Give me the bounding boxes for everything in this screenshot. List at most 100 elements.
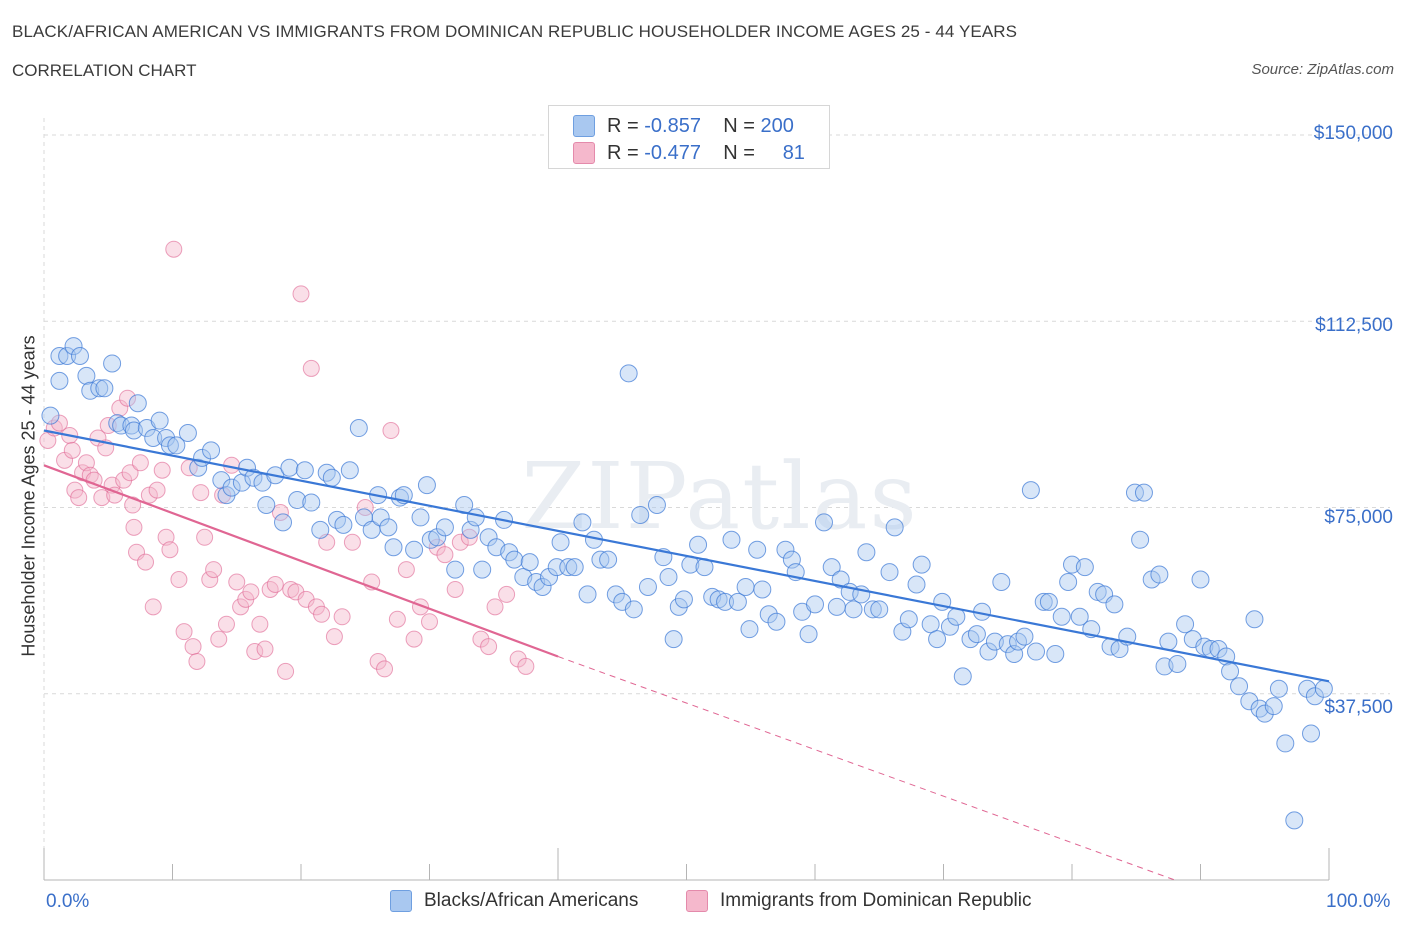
black-point [128, 394, 147, 413]
dominican-point [376, 660, 394, 678]
black-point [1070, 607, 1089, 626]
series-dominican-points [39, 240, 535, 680]
legend-swatch-pink [573, 142, 595, 164]
black-point [280, 458, 299, 477]
black-point [50, 347, 69, 366]
axes [43, 848, 1330, 881]
n-label: N = [723, 114, 755, 137]
r-label: R = [607, 114, 639, 137]
black-point [103, 354, 122, 373]
black-point [1191, 570, 1210, 589]
black-point [689, 535, 708, 554]
black-point [998, 635, 1017, 654]
black-point [831, 570, 850, 589]
legend-row-blacks: R = -0.857 N = 200 [573, 114, 794, 138]
black-point [1021, 481, 1040, 500]
trend-lines [43, 429, 1330, 881]
dominican-point [397, 561, 415, 579]
black-point [857, 543, 876, 562]
black-point [967, 625, 986, 644]
dominican-point [277, 662, 295, 680]
dominican-point [148, 481, 166, 499]
dominican-point [421, 613, 438, 631]
y-tick-label-150000: $150,000 [1313, 123, 1393, 144]
dominican-point [251, 615, 269, 633]
dominican-point [325, 628, 343, 646]
black-point [1027, 642, 1046, 661]
black-point [606, 585, 625, 604]
black-point [222, 478, 241, 497]
legend-swatch-pink [686, 890, 708, 912]
legend-item-blacks[interactable]: Blacks/African Americans [390, 890, 638, 912]
black-point [1168, 654, 1187, 673]
correlation-legend: R = -0.857 N = 200 R = -0.477 N = 81 [548, 105, 830, 169]
black-point [647, 496, 666, 515]
black-point [1264, 697, 1283, 716]
black-point [776, 540, 795, 559]
black-point [1150, 565, 1169, 584]
black-point [740, 620, 759, 639]
black-point [767, 612, 786, 631]
black-point [912, 555, 931, 574]
dominican-point [165, 240, 183, 258]
dominican-point [50, 414, 68, 432]
chart-subtitle: CORRELATION CHART [12, 61, 197, 80]
black-point [880, 563, 899, 582]
y-tick-label-112500: $112,500 [1315, 315, 1393, 336]
black-point [540, 568, 559, 587]
black-point [827, 597, 846, 616]
black-point [992, 573, 1011, 591]
black-point [446, 560, 465, 579]
black-point [664, 630, 683, 649]
y-axis-title: Householder Income Ages 25 - 44 years [18, 335, 39, 657]
y-tick-label-37500: $37,500 [1324, 697, 1393, 718]
black-point [411, 508, 430, 527]
dominican-point [246, 643, 264, 661]
x-tick-label-min: 0.0% [46, 891, 90, 912]
black-point [631, 505, 650, 524]
black-point [1052, 607, 1071, 626]
black-point [479, 528, 498, 547]
dominican-point [382, 422, 400, 440]
black-point [178, 424, 197, 442]
black-point [466, 508, 485, 527]
black-point [591, 550, 610, 569]
dominican-point [343, 533, 361, 551]
x-tick-label-max: 100.0% [1326, 891, 1391, 912]
legend-item-dominican[interactable]: Immigrants from Dominican Republic [686, 890, 1032, 912]
black-point [822, 558, 841, 577]
trend-line-blacks [43, 429, 1330, 683]
black-point [863, 600, 882, 619]
legend-label: Immigrants from Dominican Republic [720, 890, 1032, 911]
black-point [144, 428, 163, 447]
dominican-point [125, 518, 143, 536]
black-point [1105, 595, 1124, 614]
series-legend: Blacks/African Americans Immigrants from… [0, 890, 1406, 916]
black-point [638, 577, 657, 596]
black-point [311, 520, 330, 539]
black-point [405, 540, 424, 559]
dominican-point [261, 580, 279, 598]
black-point [340, 461, 359, 480]
black-point [189, 458, 208, 477]
black-point [674, 590, 693, 609]
black-point [295, 461, 314, 480]
dominican-point [196, 528, 214, 546]
dominican-point [205, 561, 223, 579]
black-point [160, 436, 179, 455]
black-point [95, 379, 114, 398]
dominican-point [460, 528, 478, 546]
black-point [921, 615, 940, 634]
black-point [384, 538, 403, 557]
dominican-point [170, 571, 188, 589]
black-point [753, 580, 772, 599]
black-point [1034, 592, 1053, 611]
dominican-point [153, 461, 171, 479]
series-black-points [41, 337, 1333, 830]
black-point [371, 508, 390, 527]
r-value: -0.477 [644, 141, 701, 164]
r-label: R = [607, 141, 639, 164]
trend-line-dominican-extension [557, 656, 1175, 881]
black-point [759, 605, 778, 624]
dominican-point [356, 499, 374, 516]
